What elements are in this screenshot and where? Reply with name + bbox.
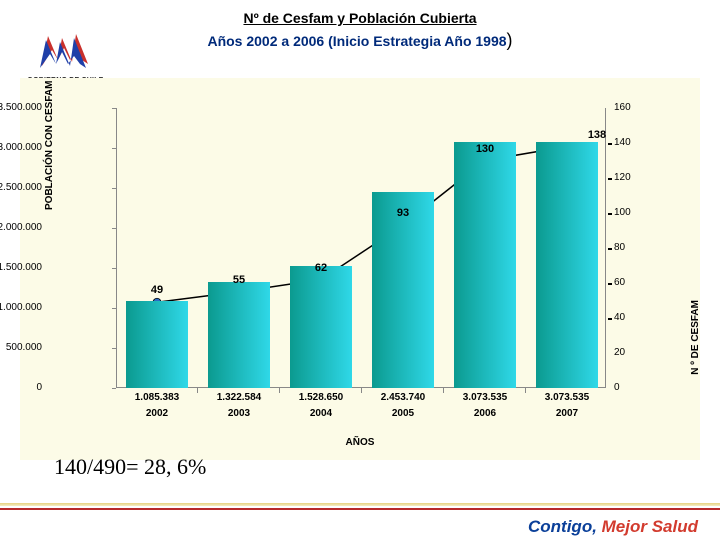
y-right-tick: 120 — [614, 172, 644, 183]
chart-area: POBLACIÓN CON CESFAM N º DE CESFAM AÑOS … — [48, 90, 672, 446]
bar-value-label: 1.085.383 — [122, 392, 192, 403]
footer-formula: 140/490= 28, 6% — [54, 454, 206, 480]
y-left-tickmark — [112, 188, 116, 189]
bar-value-label: 2.453.740 — [368, 392, 438, 403]
title-line1: Nº de Cesfam y Población Cubierta — [0, 10, 720, 26]
title-paren: ) — [507, 30, 513, 50]
y-right-tick: 100 — [614, 207, 644, 218]
bar-value-label: 3.073.535 — [532, 392, 602, 403]
bar — [208, 282, 270, 388]
y-left-tickmark — [112, 308, 116, 309]
line-value-label: 55 — [223, 274, 255, 286]
y-right-dash — [608, 248, 612, 250]
bar — [536, 142, 598, 388]
x-tick-label: 2004 — [286, 408, 356, 419]
y-right-title: N º DE CESFAM — [690, 300, 701, 375]
bar — [454, 142, 516, 388]
title-block: Nº de Cesfam y Población Cubierta Años 2… — [0, 10, 720, 51]
x-tick-label: 2006 — [450, 408, 520, 419]
y-left-tick: 1.500.000 — [0, 262, 42, 273]
bar-value-label: 1.528.650 — [286, 392, 356, 403]
y-left-tick: 3.000.000 — [0, 142, 42, 153]
y-right-tick: 140 — [614, 137, 644, 148]
brand-word1: Contigo, — [528, 517, 597, 536]
bar — [126, 301, 188, 388]
line-value-label: 62 — [305, 262, 337, 274]
y-right-dash — [608, 143, 612, 145]
y-left-tickmark — [112, 348, 116, 349]
line-value-label: 93 — [387, 207, 419, 219]
y-right-tick: 80 — [614, 242, 644, 253]
x-tick-label: 2005 — [368, 408, 438, 419]
y-left-tickmark — [112, 108, 116, 109]
y-left-tick: 1.000.000 — [0, 302, 42, 313]
y-left-title: POBLACIÓN CON CESFAM — [44, 81, 55, 210]
y-left-tick: 0 — [0, 382, 42, 393]
x-tickmark — [197, 388, 198, 393]
title-line2: Años 2002 a 2006 (Inicio Estrategia Año … — [0, 30, 720, 51]
x-tick-label: 2007 — [532, 408, 602, 419]
line-value-label: 138 — [581, 129, 613, 141]
y-left-tickmark — [112, 268, 116, 269]
slide-root: GOBIERNO DE CHILE MINISTERIO DE SALUD Nº… — [0, 0, 720, 540]
line-series-svg — [116, 108, 606, 388]
x-tickmark — [361, 388, 362, 393]
plot-region — [116, 108, 606, 388]
y-left-tick: 2.000.000 — [0, 222, 42, 233]
footer-line — [0, 508, 720, 510]
y-right-tick: 20 — [614, 347, 644, 358]
brand-word2: Mejor Salud — [597, 517, 698, 536]
y-right-tick: 160 — [614, 102, 644, 113]
y-right-dash — [608, 178, 612, 180]
x-tickmark — [279, 388, 280, 393]
y-right-dash — [608, 318, 612, 320]
y-right-tick: 0 — [614, 382, 644, 393]
line-value-label: 49 — [141, 284, 173, 296]
footer-brand: Contigo, Mejor Salud — [528, 517, 698, 537]
x-tick-label: 2003 — [204, 408, 274, 419]
y-left-tickmark — [112, 148, 116, 149]
y-left-tick: 500.000 — [0, 342, 42, 353]
x-tickmark — [525, 388, 526, 393]
bar-value-label: 3.073.535 — [450, 392, 520, 403]
title-line2-text: Años 2002 a 2006 (Inicio Estrategia Año … — [207, 33, 506, 49]
footer-band — [0, 503, 720, 506]
y-right-dash — [608, 213, 612, 215]
y-right-tick: 60 — [614, 277, 644, 288]
y-left-tickmark — [112, 228, 116, 229]
x-axis-title: AÑOS — [48, 437, 672, 448]
y-left-tick: 3.500.000 — [0, 102, 42, 113]
y-right-dash — [608, 283, 612, 285]
bar — [290, 266, 352, 388]
y-left-tick: 2.500.000 — [0, 182, 42, 193]
x-tickmark — [443, 388, 444, 393]
y-left-tickmark — [112, 388, 116, 389]
x-tick-label: 2002 — [122, 408, 192, 419]
line-value-label: 130 — [469, 143, 501, 155]
bar-value-label: 1.322.584 — [204, 392, 274, 403]
bar — [372, 192, 434, 388]
y-right-tick: 40 — [614, 312, 644, 323]
